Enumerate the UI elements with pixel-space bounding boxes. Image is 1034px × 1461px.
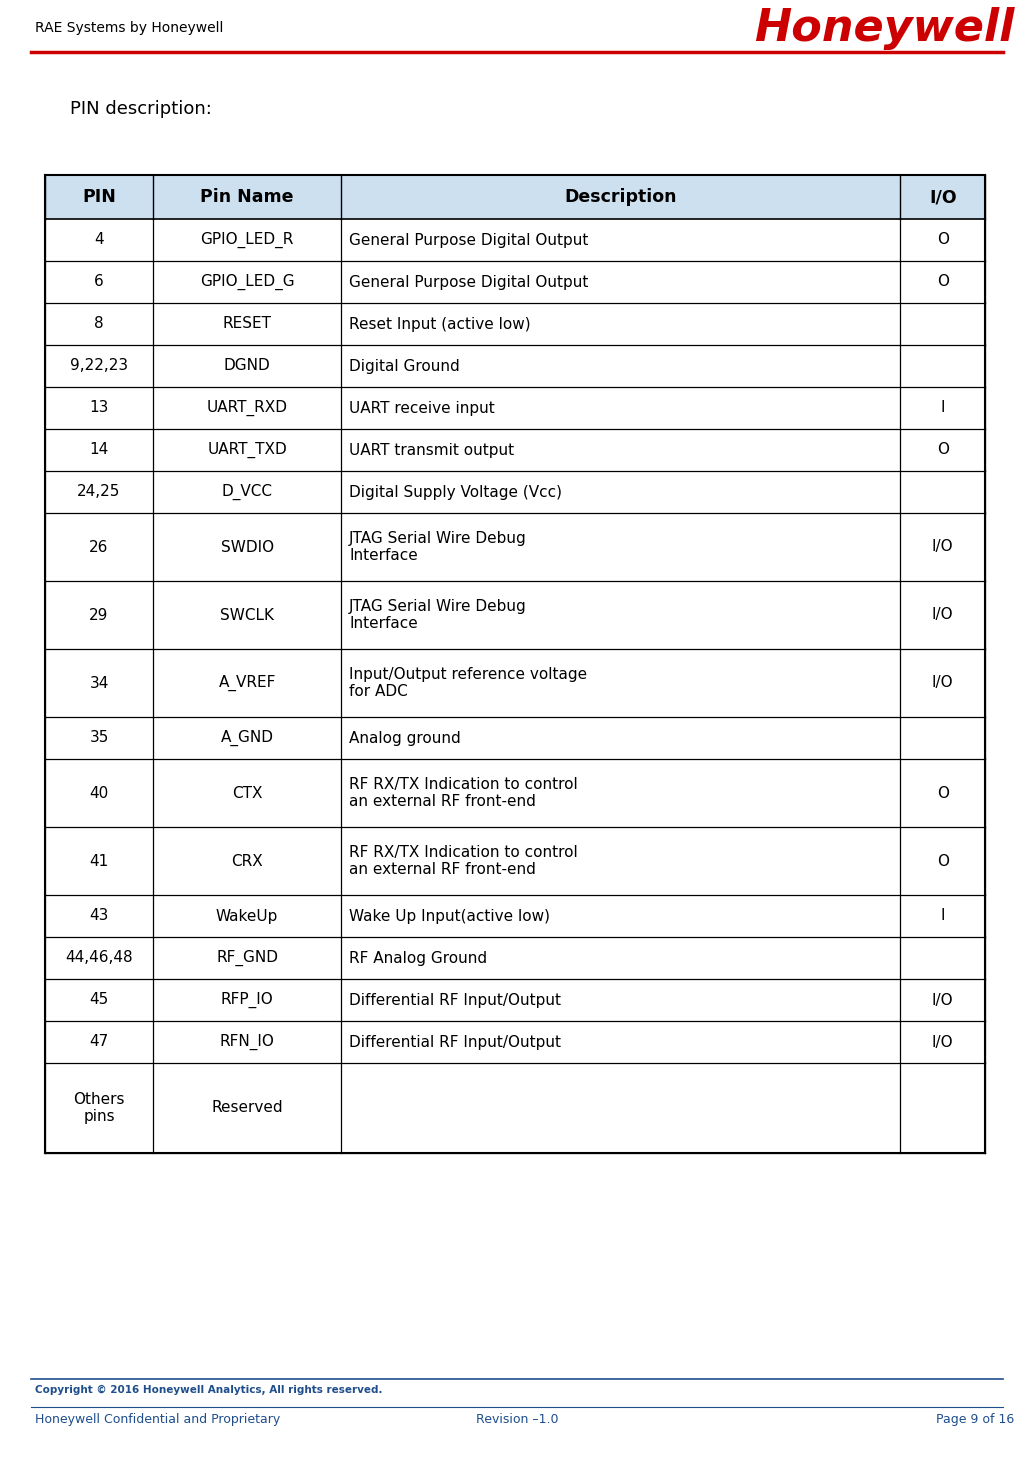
Text: I/O: I/O <box>929 188 956 206</box>
Text: Digital Ground: Digital Ground <box>349 358 460 374</box>
Text: 4: 4 <box>94 232 103 247</box>
Text: Differential RF Input/Output: Differential RF Input/Output <box>349 1034 561 1049</box>
Text: 34: 34 <box>89 675 109 691</box>
Text: Revision –1.0: Revision –1.0 <box>476 1413 558 1426</box>
Text: General Purpose Digital Output: General Purpose Digital Output <box>349 232 588 247</box>
Text: O: O <box>937 443 949 457</box>
Text: RF Analog Ground: RF Analog Ground <box>349 951 487 966</box>
Text: I/O: I/O <box>932 608 953 622</box>
Text: WakeUp: WakeUp <box>216 909 278 923</box>
Text: 40: 40 <box>89 786 109 801</box>
Text: Reserved: Reserved <box>211 1100 283 1116</box>
Text: I: I <box>941 909 945 923</box>
Text: A_GND: A_GND <box>220 730 274 747</box>
Text: I/O: I/O <box>932 1034 953 1049</box>
Text: O: O <box>937 786 949 801</box>
Text: CRX: CRX <box>232 853 263 868</box>
Text: Digital Supply Voltage (Vcc): Digital Supply Voltage (Vcc) <box>349 485 562 500</box>
Text: I/O: I/O <box>932 675 953 691</box>
Text: PIN description:: PIN description: <box>70 99 212 118</box>
Text: JTAG Serial Wire Debug
Interface: JTAG Serial Wire Debug Interface <box>349 599 527 631</box>
Text: 41: 41 <box>89 853 109 868</box>
Text: Wake Up Input(active low): Wake Up Input(active low) <box>349 909 550 923</box>
Text: Analog ground: Analog ground <box>349 730 461 745</box>
Text: Honeywell Confidential and Proprietary: Honeywell Confidential and Proprietary <box>35 1413 280 1426</box>
Text: 13: 13 <box>89 400 109 415</box>
Text: 8: 8 <box>94 317 103 332</box>
Text: 43: 43 <box>89 909 109 923</box>
Text: 29: 29 <box>89 608 109 622</box>
Text: SWDIO: SWDIO <box>220 539 274 555</box>
Text: I/O: I/O <box>932 992 953 1008</box>
Text: Copyright © 2016 Honeywell Analytics, All rights reserved.: Copyright © 2016 Honeywell Analytics, Al… <box>35 1385 383 1395</box>
Text: PIN: PIN <box>82 188 116 206</box>
Text: RFP_IO: RFP_IO <box>220 992 273 1008</box>
Text: 35: 35 <box>89 730 109 745</box>
Text: General Purpose Digital Output: General Purpose Digital Output <box>349 275 588 289</box>
Text: UART receive input: UART receive input <box>349 400 495 415</box>
Text: Pin Name: Pin Name <box>201 188 294 206</box>
Text: 14: 14 <box>89 443 109 457</box>
Text: UART transmit output: UART transmit output <box>349 443 514 457</box>
Text: 9,22,23: 9,22,23 <box>70 358 128 374</box>
Text: JTAG Serial Wire Debug
Interface: JTAG Serial Wire Debug Interface <box>349 530 527 562</box>
Bar <box>45 175 985 219</box>
Text: Honeywell: Honeywell <box>754 6 1014 50</box>
Text: 24,25: 24,25 <box>78 485 121 500</box>
Text: O: O <box>937 853 949 868</box>
Text: Differential RF Input/Output: Differential RF Input/Output <box>349 992 561 1008</box>
Text: RF RX/TX Indication to control
an external RF front-end: RF RX/TX Indication to control an extern… <box>349 777 578 809</box>
Text: CTX: CTX <box>232 786 263 801</box>
Text: Description: Description <box>565 188 677 206</box>
Text: Others
pins: Others pins <box>73 1091 125 1124</box>
Text: UART_RXD: UART_RXD <box>207 400 287 416</box>
Text: 6: 6 <box>94 275 104 289</box>
Text: I/O: I/O <box>932 539 953 555</box>
Text: A_VREF: A_VREF <box>218 675 276 691</box>
Text: GPIO_LED_G: GPIO_LED_G <box>200 273 295 291</box>
Text: D_VCC: D_VCC <box>221 484 273 500</box>
Text: GPIO_LED_R: GPIO_LED_R <box>201 232 294 248</box>
Text: Input/Output reference voltage
for ADC: Input/Output reference voltage for ADC <box>349 666 587 700</box>
Text: Reset Input (active low): Reset Input (active low) <box>349 317 530 332</box>
Text: 45: 45 <box>89 992 109 1008</box>
Text: RESET: RESET <box>222 317 272 332</box>
Text: RF_GND: RF_GND <box>216 950 278 966</box>
Text: RF RX/TX Indication to control
an external RF front-end: RF RX/TX Indication to control an extern… <box>349 844 578 877</box>
Text: O: O <box>937 275 949 289</box>
Text: DGND: DGND <box>223 358 271 374</box>
Text: RAE Systems by Honeywell: RAE Systems by Honeywell <box>35 20 223 35</box>
Text: 47: 47 <box>89 1034 109 1049</box>
Text: I: I <box>941 400 945 415</box>
Text: UART_TXD: UART_TXD <box>207 441 287 459</box>
Text: Page 9 of 16: Page 9 of 16 <box>936 1413 1014 1426</box>
Text: SWCLK: SWCLK <box>220 608 274 622</box>
Text: O: O <box>937 232 949 247</box>
Text: 44,46,48: 44,46,48 <box>65 951 132 966</box>
Text: RFN_IO: RFN_IO <box>219 1034 275 1050</box>
Text: 26: 26 <box>89 539 109 555</box>
